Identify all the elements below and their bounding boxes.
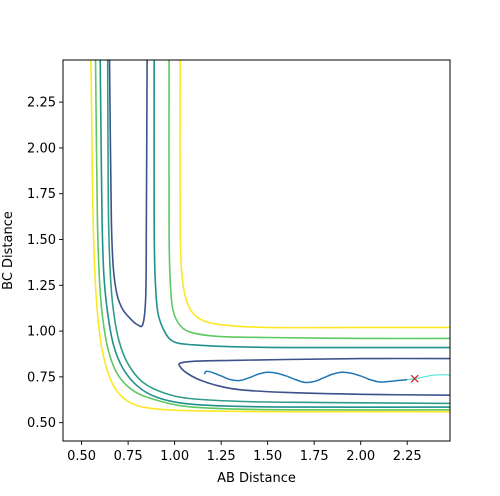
- x-tick-label: 1.50: [253, 449, 282, 464]
- contour-line-5: [168, 60, 450, 340]
- y-tick-label: 1.75: [27, 187, 56, 202]
- contour-line-2: [99, 60, 450, 408]
- y-tick-label: 1.25: [27, 279, 56, 294]
- end-point-marker: [410, 374, 419, 383]
- contour-line-3: [153, 60, 450, 349]
- x-tick-label: 2.00: [346, 449, 375, 464]
- plot-frame: [62, 59, 451, 442]
- y-tick-label: 0.50: [27, 416, 56, 431]
- plot-content: [90, 60, 450, 413]
- y-tick-label: 2.00: [27, 141, 56, 156]
- y-tick-label: 0.75: [27, 370, 56, 385]
- x-axis-label: AB Distance: [217, 471, 296, 486]
- y-tick-label: 1.00: [27, 325, 56, 340]
- contour-line-0: [90, 60, 450, 413]
- contour-line-4: [94, 60, 450, 411]
- x-tick-label: 0.75: [114, 449, 143, 464]
- y-axis-ticks: 0.50 0.75 1.00 1.25 1.50 1.75 2.00 2.25: [27, 96, 63, 431]
- x-tick-label: 1.25: [207, 449, 236, 464]
- x-tick-label: 1.00: [160, 449, 189, 464]
- x-axis-ticks: 0.50 0.75 1.00 1.25 1.50 1.75 2.00 2.25: [67, 441, 422, 464]
- contour-line-7: [108, 60, 148, 328]
- x-tick-label: 2.25: [393, 449, 422, 464]
- contour-line-1: [179, 60, 450, 329]
- contour-line-8: [178, 357, 450, 397]
- contour-line-6: [106, 60, 450, 405]
- x-tick-label: 0.50: [67, 449, 96, 464]
- x-tick-label: 1.75: [300, 449, 329, 464]
- trajectory-line-0: [203, 370, 408, 384]
- y-axis-label: BC Distance: [1, 211, 16, 290]
- y-tick-label: 2.25: [27, 96, 56, 111]
- y-tick-label: 1.50: [27, 233, 56, 248]
